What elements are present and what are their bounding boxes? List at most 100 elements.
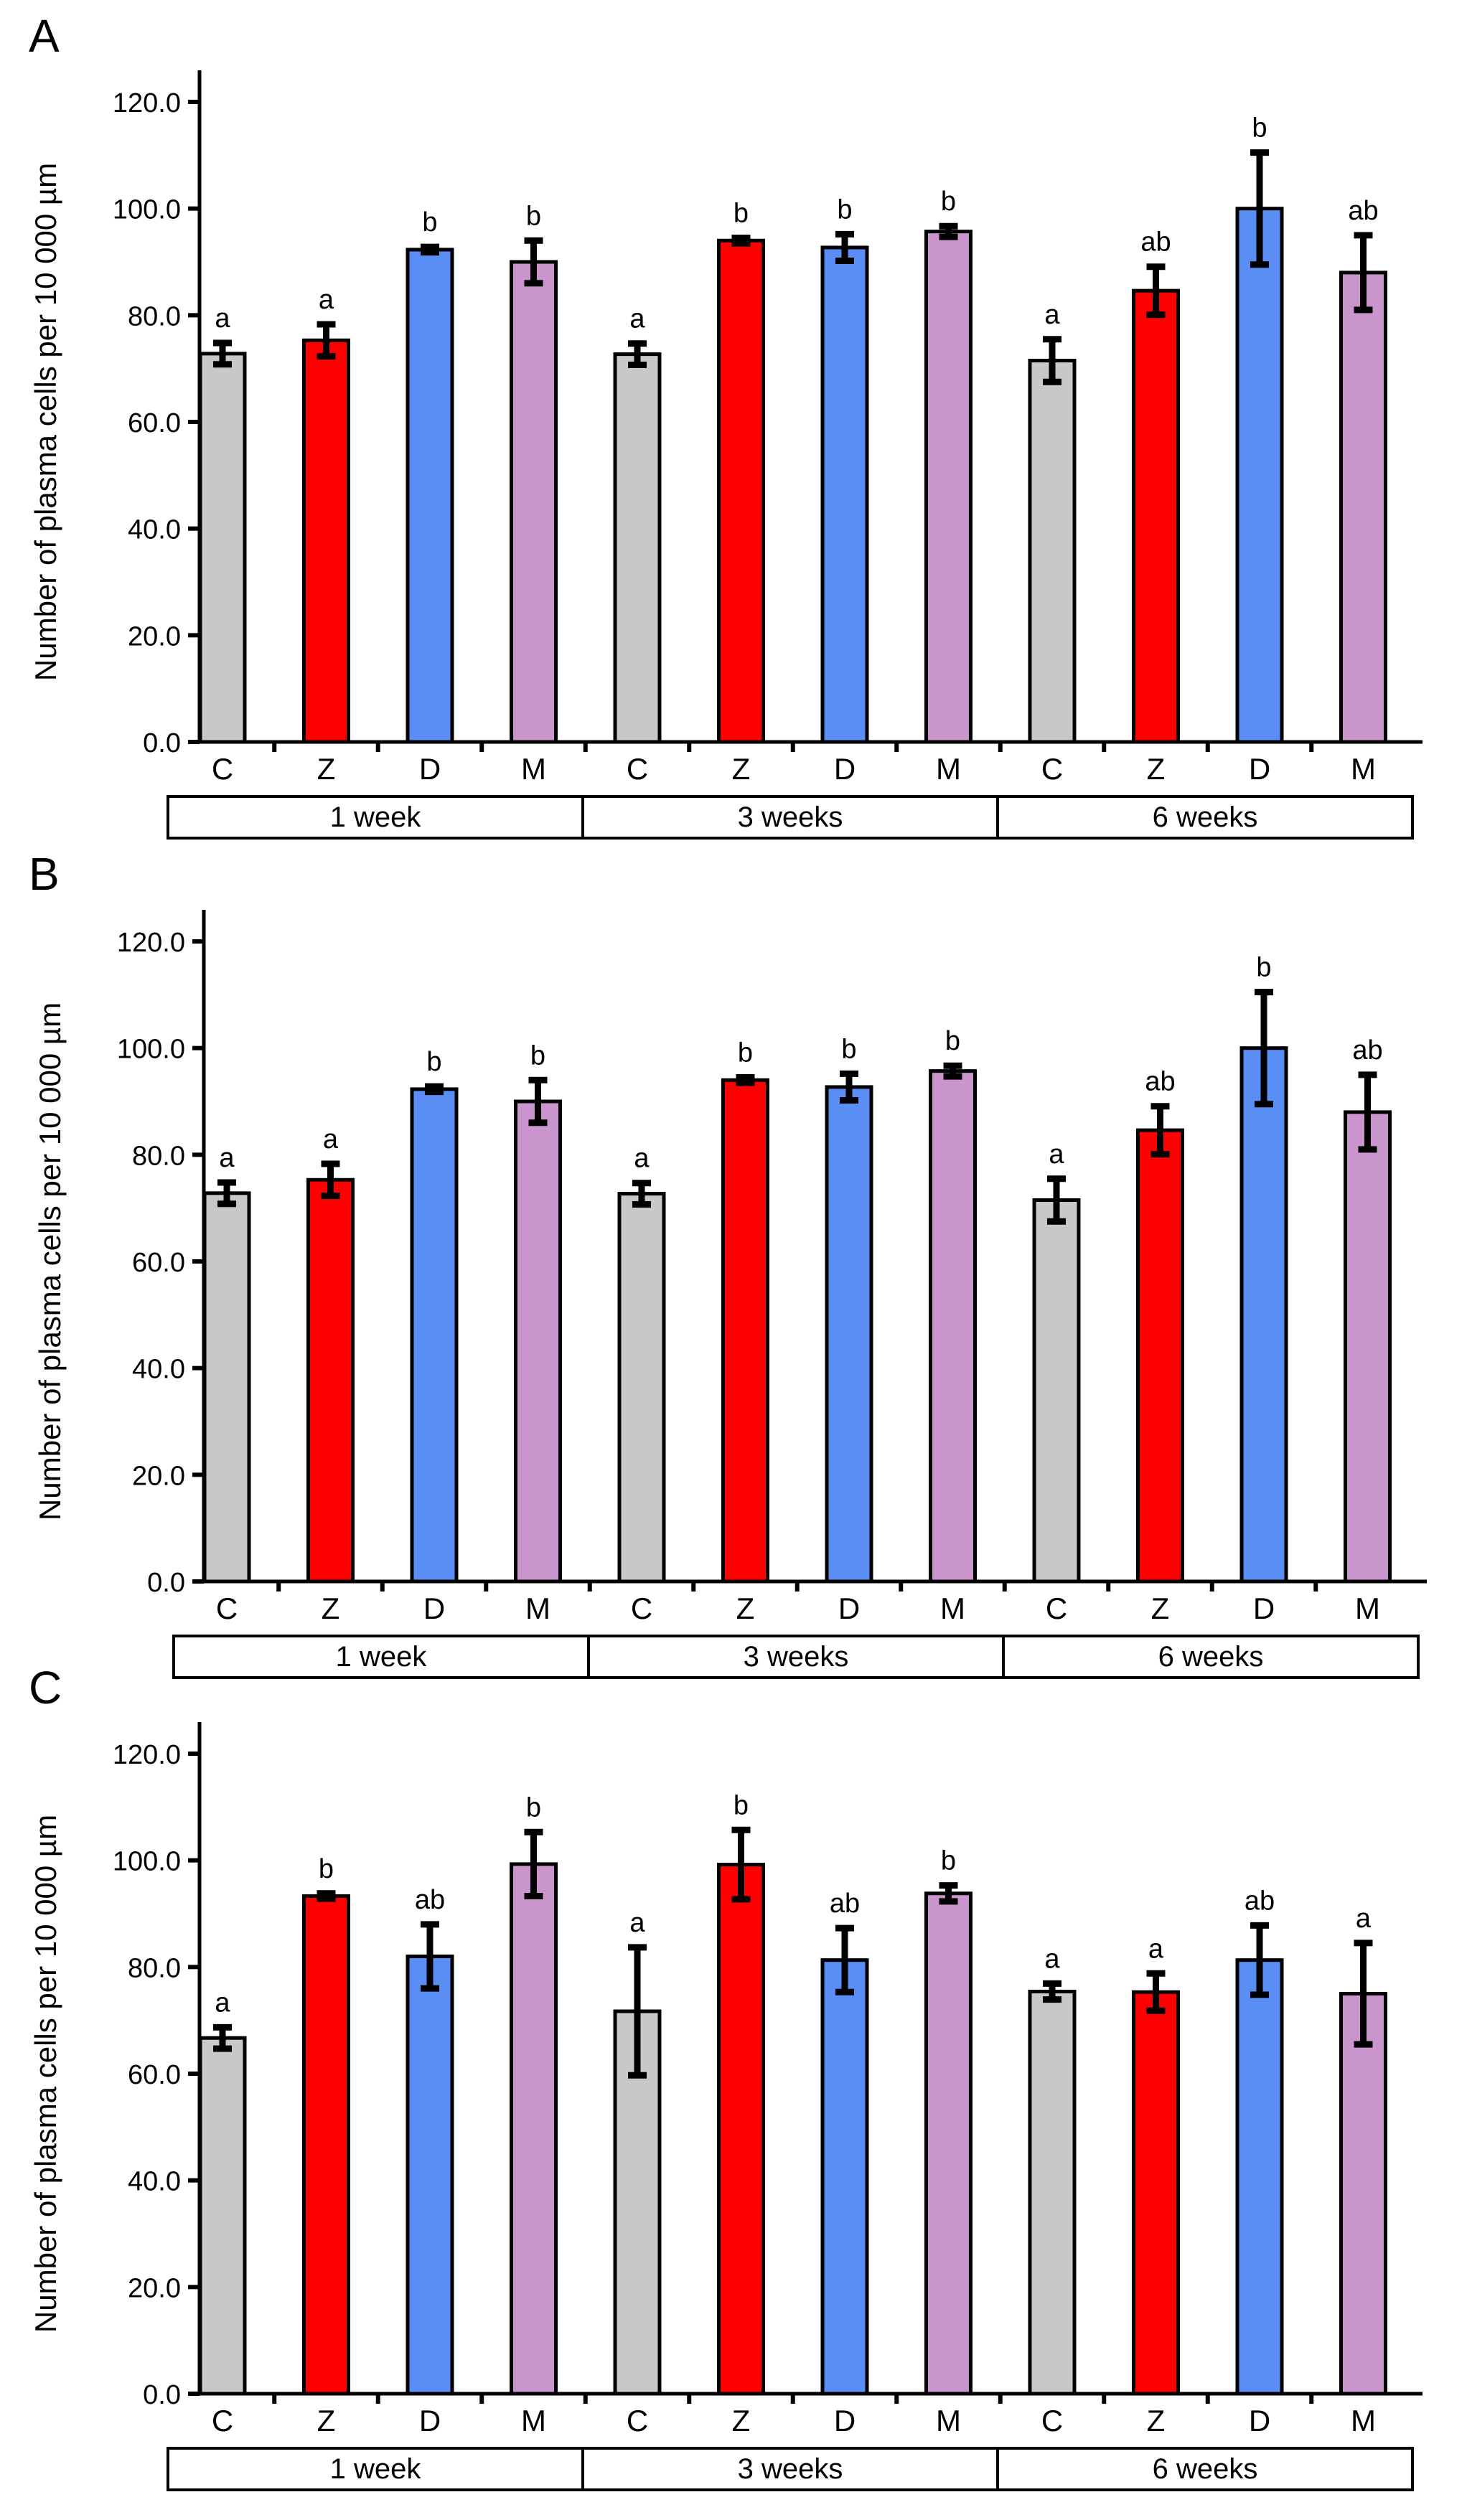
error-bar <box>1047 1175 1066 1225</box>
x-tick-label: M <box>1351 2404 1376 2437</box>
bar <box>1344 1110 1392 1584</box>
bar <box>406 1954 454 2396</box>
error-bar <box>731 1826 751 1903</box>
x-tick-label: Z <box>1151 1592 1170 1625</box>
error-bar <box>736 1074 755 1086</box>
group-box <box>996 795 1414 840</box>
error-bar <box>1146 1970 1166 2014</box>
error-bar <box>317 1890 336 1902</box>
group-label: 1 week <box>336 1641 428 1673</box>
x-tick-label: Z <box>1147 2404 1166 2437</box>
bar <box>1132 288 1180 744</box>
y-tick-label: 40.0 <box>128 515 181 545</box>
error-bar <box>1250 149 1269 268</box>
y-tick-label: 100.0 <box>117 1035 185 1065</box>
error-bar <box>939 1882 958 1905</box>
group-box <box>167 795 584 840</box>
panel-letter: A <box>29 10 60 62</box>
significance-label: b <box>426 1047 441 1077</box>
significance-label: b <box>734 1790 749 1820</box>
error-bar <box>835 230 854 265</box>
significance-label: a <box>1356 1904 1372 1934</box>
x-tick-label: D <box>1249 2404 1270 2437</box>
panel-letter: C <box>29 1662 62 1713</box>
bar <box>1136 1128 1184 1584</box>
bar <box>1339 1992 1387 2396</box>
x-tick-label: M <box>936 2404 961 2437</box>
significance-label: a <box>215 304 230 334</box>
error-bar <box>524 1828 543 1899</box>
x-tick-label: Z <box>732 2404 751 2437</box>
error-bar <box>943 1062 962 1080</box>
group-box <box>1002 1635 1420 1679</box>
group-label: 3 weeks <box>744 1641 849 1673</box>
significance-label: ab <box>1145 1067 1175 1097</box>
significance-label: b <box>734 199 749 229</box>
y-tick-label: 20.0 <box>132 1461 185 1491</box>
error-bar <box>939 222 958 240</box>
x-tick-label: M <box>521 752 546 786</box>
y-tick-label: 20.0 <box>128 2273 181 2303</box>
error-bar <box>1146 263 1166 319</box>
significance-label: b <box>530 1040 545 1071</box>
bar <box>202 1191 251 1584</box>
y-tick-label: 0.0 <box>143 728 181 758</box>
y-tick-label: 40.0 <box>132 1355 185 1385</box>
x-tick-label: D <box>419 752 441 786</box>
y-axis-label: Number of plasma cells per 10 000 µm <box>33 1002 67 1520</box>
significance-label: b <box>319 1854 334 1884</box>
bar <box>717 1863 765 2396</box>
x-tick-label: M <box>525 1592 550 1625</box>
significance-label: b <box>837 194 852 225</box>
significance-label: a <box>629 1908 645 1938</box>
bar <box>1235 207 1284 744</box>
y-axis-label: Number of plasma cells per 10 000 µm <box>29 1815 62 2333</box>
error-bar <box>1043 1980 1061 2003</box>
x-tick-label: C <box>216 1592 238 1625</box>
significance-label: b <box>941 1846 956 1876</box>
x-tick-label: Z <box>1147 752 1166 786</box>
y-tick-label: 60.0 <box>128 2060 181 2090</box>
x-tick-label: D <box>834 752 856 786</box>
panel-a: A Number of plasma cells per 10 000 µm 0.0… <box>29 10 1423 840</box>
x-tick-label: D <box>419 2404 441 2437</box>
group-label: 6 weeks <box>1158 1641 1264 1673</box>
significance-label: b <box>526 201 541 231</box>
bar <box>613 352 662 744</box>
x-tick-label: Z <box>322 1592 340 1625</box>
x-tick-label: M <box>936 752 961 786</box>
x-tick-label: C <box>1046 1592 1067 1625</box>
significance-label: a <box>1148 1934 1164 1964</box>
group-label: 1 week <box>330 2453 422 2485</box>
error-bar <box>1358 1071 1377 1153</box>
bar <box>825 1085 873 1584</box>
y-tick-label: 0.0 <box>147 1568 185 1598</box>
bar <box>820 1958 869 2396</box>
error-bar <box>528 1076 548 1127</box>
bar <box>306 1177 355 1584</box>
x-tick-label: D <box>1253 1592 1275 1625</box>
significance-label: a <box>1049 1139 1064 1170</box>
significance-label: a <box>219 1143 235 1173</box>
significance-label: b <box>526 1792 541 1823</box>
significance-label: a <box>629 304 645 334</box>
bar <box>1339 271 1387 744</box>
significance-label: b <box>941 187 956 217</box>
y-tick-label: 120.0 <box>117 928 185 958</box>
significance-label: ab <box>1140 227 1171 258</box>
panel-b: B Number of plasma cells per 10 000 µm 0.0… <box>29 848 1427 1679</box>
x-tick-label: Z <box>736 1592 755 1625</box>
error-bar <box>1354 1940 1373 2048</box>
significance-label: a <box>1044 300 1060 330</box>
significance-label: ab <box>415 1885 445 1915</box>
y-tick-label: 40.0 <box>128 2167 181 2197</box>
x-tick-label: Z <box>317 2404 336 2437</box>
x-tick-label: M <box>521 2404 546 2437</box>
error-bar <box>317 321 336 360</box>
group-label: 3 weeks <box>738 801 843 833</box>
bar <box>514 1099 562 1584</box>
x-tick-label: D <box>1249 752 1270 786</box>
y-tick-label: 80.0 <box>128 1953 181 1983</box>
x-tick-label: C <box>627 752 648 786</box>
